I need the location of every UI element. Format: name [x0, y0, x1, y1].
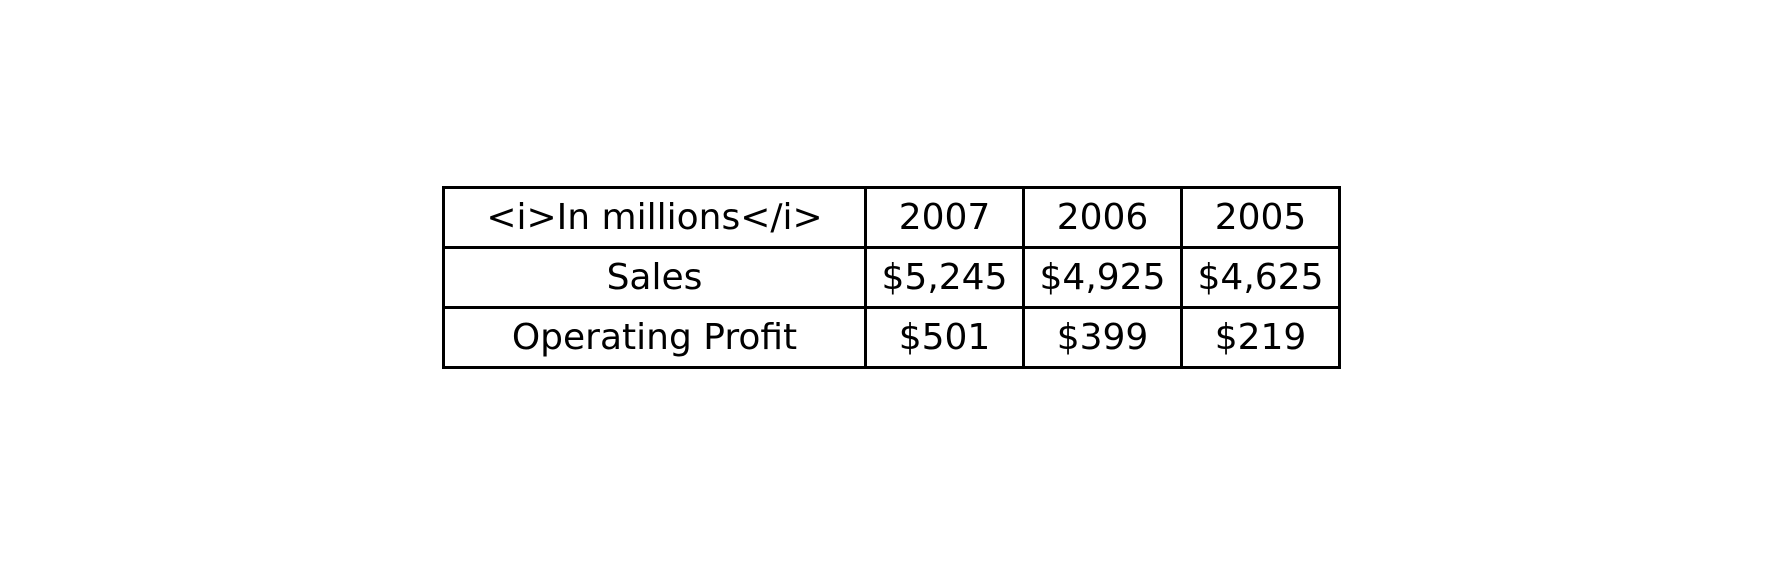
- table-cell: $501: [864, 306, 1025, 369]
- table-row: Sales $5,245 $4,925 $4,625: [442, 246, 1341, 309]
- table-cell: $4,925: [1022, 246, 1183, 309]
- header-cell-2006: 2006: [1022, 186, 1183, 249]
- header-cell-units: <i>In millions</i>: [442, 186, 867, 249]
- table-header-row: <i>In millions</i> 2007 2006 2005: [442, 186, 1341, 249]
- table-cell: $5,245: [864, 246, 1025, 309]
- table-cell: $4,625: [1180, 246, 1341, 309]
- financial-table: <i>In millions</i> 2007 2006 2005 Sales …: [442, 186, 1341, 369]
- table-cell: $399: [1022, 306, 1183, 369]
- table-row: Operating Profit $501 $399 $219: [442, 306, 1341, 369]
- row-label-sales: Sales: [442, 246, 867, 309]
- header-cell-2007: 2007: [864, 186, 1025, 249]
- header-cell-2005: 2005: [1180, 186, 1341, 249]
- table-cell: $219: [1180, 306, 1341, 369]
- row-label-operating-profit: Operating Profit: [442, 306, 867, 369]
